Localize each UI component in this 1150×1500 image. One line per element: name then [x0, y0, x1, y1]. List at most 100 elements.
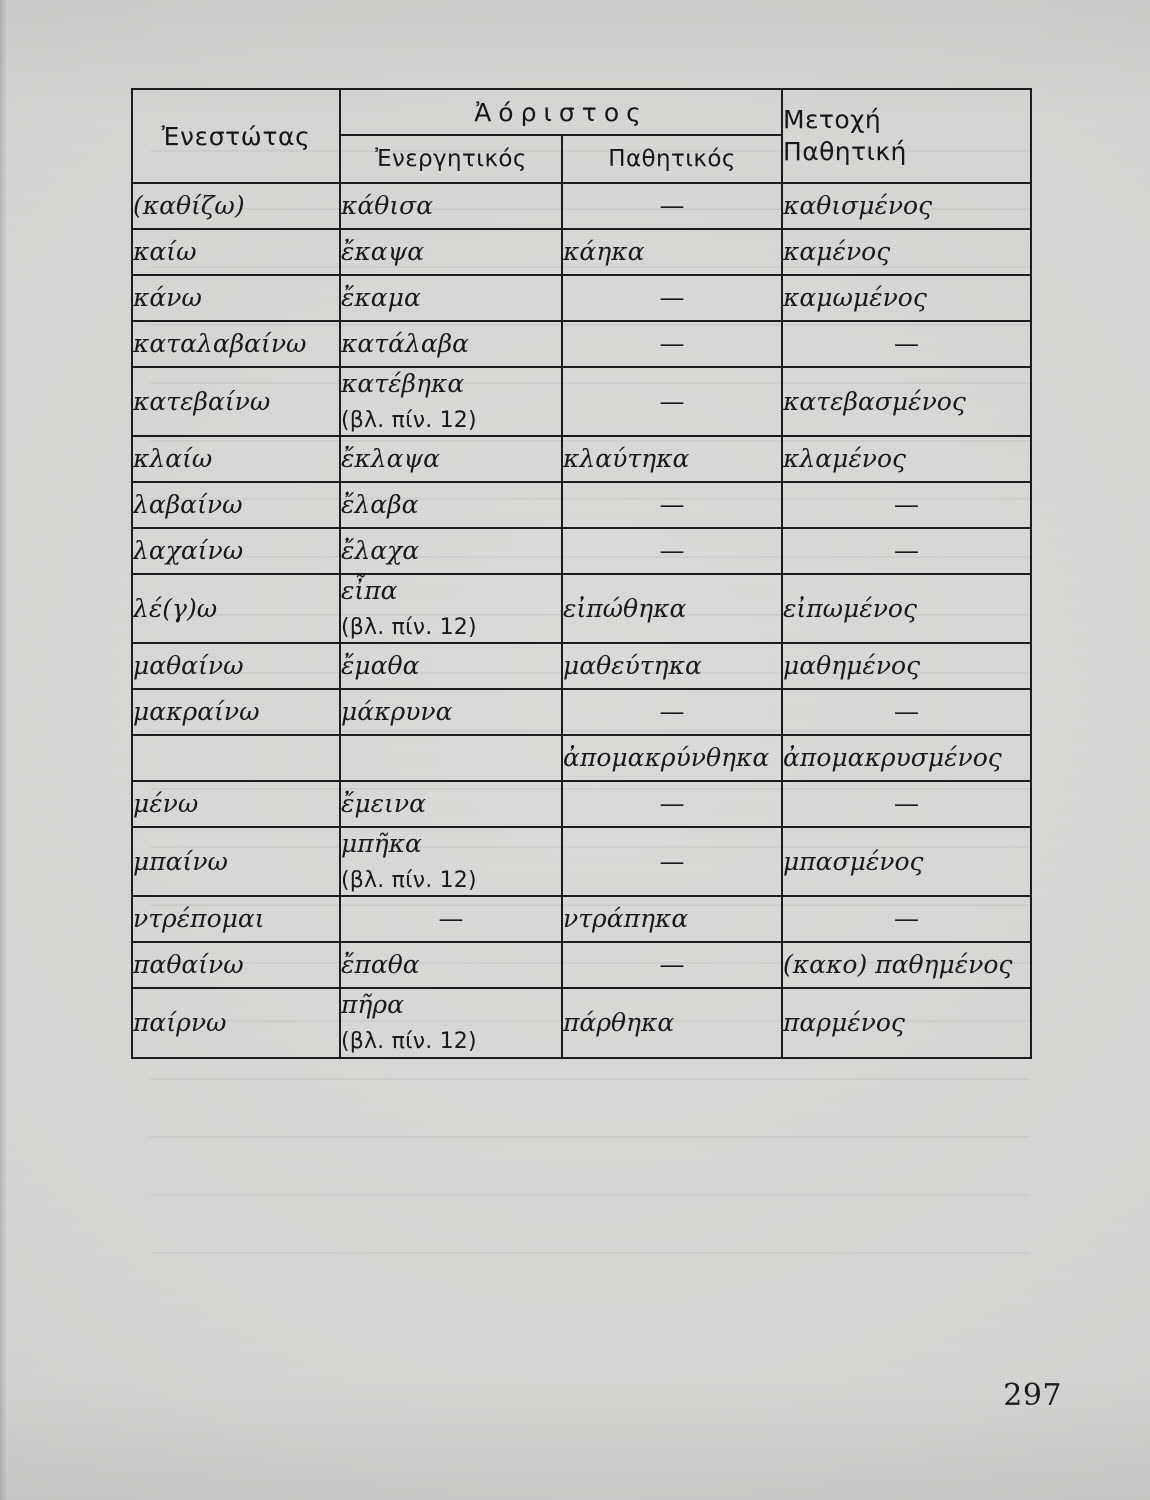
- cell-aorist-passive: —: [561, 182, 783, 230]
- cell-present: κλαίω: [131, 435, 341, 484]
- cell-aorist-passive: ντράπηκα: [561, 895, 783, 944]
- cell-aorist-passive: μαθεύτηκα: [561, 642, 783, 691]
- cell-aorist-active: [339, 734, 563, 783]
- cell-aorist-passive: —: [561, 481, 783, 530]
- cell-aorist-active: —: [339, 895, 563, 944]
- page-number: 297: [1003, 1378, 1062, 1413]
- table-row: κάνω ἔκαμα — καμωμένος: [131, 274, 1032, 322]
- cell-aorist-active: κατέβηκα (βλ. πίν. 12): [339, 365, 563, 438]
- cell-aorist-passive: —: [561, 365, 783, 438]
- header-aorist-active: Ἐνεργητικός: [339, 134, 563, 184]
- cell-present: μακραίνω: [131, 688, 341, 737]
- cell-present: κάνω: [131, 274, 341, 322]
- table-reference-note: (βλ. πίν. 12): [341, 1029, 477, 1055]
- cell-aorist-passive: εἰπώθηκα: [561, 573, 783, 645]
- cell-participle: ἀπομακρυσμένος: [781, 734, 1032, 783]
- header-participle: Μετοχή Παθητική: [781, 88, 1032, 184]
- cell-aorist-active: ἔπαθα: [339, 941, 563, 990]
- cell-aorist-passive: —: [561, 527, 783, 576]
- cell-present: λέ(γ)ω: [131, 573, 341, 645]
- cell-aorist-active: ἔμεινα: [339, 780, 563, 829]
- empty-dash: —: [659, 283, 685, 312]
- cell-participle: —: [781, 320, 1032, 368]
- cell-participle: μπασμένος: [781, 826, 1032, 898]
- header-aorist: Ἀόριστος: [339, 88, 783, 136]
- table-row: (καθίζω) κάθισα — καθισμένος: [131, 182, 1032, 230]
- empty-dash: —: [894, 904, 919, 934]
- cell-participle: —: [781, 481, 1032, 530]
- cell-participle: καμένος: [781, 228, 1032, 276]
- empty-dash: —: [659, 329, 685, 358]
- empty-dash: —: [659, 846, 685, 876]
- cell-aorist-passive: κλαύτηκα: [561, 435, 783, 484]
- cell-aorist-active: ἔκαψα: [339, 228, 563, 276]
- cell-aorist-passive: —: [561, 274, 783, 322]
- cell-aorist-active: μπῆκα (βλ. πίν. 12): [339, 826, 563, 898]
- empty-dash: —: [659, 490, 685, 520]
- empty-dash: —: [659, 386, 685, 416]
- empty-dash: —: [659, 697, 685, 727]
- cell-aorist-active: ἔμαθα: [339, 642, 563, 691]
- empty-dash: —: [659, 191, 685, 220]
- empty-dash: —: [894, 789, 919, 819]
- cell-aorist-passive: ἀπομακρύνθηκα: [561, 734, 783, 783]
- empty-dash: —: [438, 904, 464, 934]
- empty-dash: —: [659, 536, 685, 566]
- cell-present: καίω: [131, 228, 341, 276]
- table-row: κατεβαίνω κατέβηκα (βλ. πίν. 12) — κατεβασμέ…: [131, 365, 1032, 438]
- table-row: μαθαίνω ἔμαθα μαθεύτηκα μαθημένος: [131, 642, 1032, 691]
- table-row: ντρέπομαι — ντράπηκα —: [131, 895, 1032, 944]
- cell-aorist-active: ἔλαχα: [339, 527, 563, 576]
- cell-present: μένω: [131, 780, 341, 829]
- table-row: καταλαβαίνω κατάλαβα — —: [131, 320, 1032, 368]
- table-row: κλαίω ἔκλαψα κλαύτηκα κλαμένος: [131, 435, 1032, 484]
- cell-participle: καμωμένος: [781, 274, 1032, 322]
- cell-present: μαθαίνω: [131, 642, 341, 691]
- cell-present: παίρνω: [131, 987, 341, 1059]
- empty-dash: —: [659, 950, 685, 980]
- cell-participle: (κακο) παθημένος: [781, 941, 1032, 990]
- table-row: μπαίνω μπῆκα (βλ. πίν. 12) — μπασμένος: [131, 826, 1032, 898]
- empty-dash: —: [894, 536, 919, 566]
- cell-aorist-active: ἔκλαψα: [339, 435, 563, 484]
- cell-participle: —: [781, 895, 1032, 944]
- cell-present: λαβαίνω: [131, 481, 341, 530]
- cell-aorist-active: μάκρυνα: [339, 688, 563, 737]
- cell-aorist-active: ἔκαμα: [339, 274, 563, 322]
- cell-aorist-active: εἶπα (βλ. πίν. 12): [339, 573, 563, 645]
- cell-aorist-passive: —: [561, 780, 783, 829]
- cell-participle: κατεβασμένος: [781, 365, 1032, 438]
- header-aorist-passive: Παθητικός: [561, 134, 783, 184]
- header-participle-line2: Παθητική: [783, 137, 907, 166]
- header-row-top: Ἐνεστώτας Ἀόριστος Μετοχή Παθητική: [131, 88, 1032, 184]
- table-row: παθαίνω ἔπαθα — (κακο) παθημένος: [131, 941, 1032, 990]
- cell-present: παθαίνω: [131, 941, 341, 990]
- cell-present: λαχαίνω: [131, 527, 341, 576]
- cell-participle: κλαμένος: [781, 435, 1032, 484]
- table-row: μένω ἔμεινα — —: [131, 780, 1032, 829]
- table-header: Ἐνεστώτας Ἀόριστος Μετοχή Παθητική Ἐνεργη…: [131, 88, 1032, 184]
- empty-dash: —: [894, 329, 919, 358]
- empty-dash: —: [659, 789, 685, 819]
- table-reference-note: (βλ. πίν. 12): [341, 868, 477, 894]
- cell-aorist-passive: —: [561, 320, 783, 368]
- header-present-tense: Ἐνεστώτας: [131, 88, 341, 184]
- table-body: (καθίζω) κάθισα — καθισμένος καίω ἔκαψα κάηκα κ…: [131, 182, 1032, 1059]
- cell-participle: παρμένος: [781, 987, 1032, 1059]
- table-row: λαχαίνω ἔλαχα — —: [131, 527, 1032, 576]
- cell-aorist-passive: —: [561, 688, 783, 737]
- cell-aorist-passive: κάηκα: [561, 228, 783, 276]
- empty-dash: —: [894, 697, 919, 727]
- table-row: λαβαίνω ἔλαβα — —: [131, 481, 1032, 530]
- cell-present: κατεβαίνω: [131, 365, 341, 438]
- cell-participle: καθισμένος: [781, 182, 1032, 230]
- cell-present: (καθίζω): [131, 182, 341, 230]
- table-reference-note: (βλ. πίν. 12): [341, 615, 477, 641]
- cell-aorist-active: ἔλαβα: [339, 481, 563, 530]
- cell-aorist-passive: —: [561, 826, 783, 898]
- cell-participle: —: [781, 780, 1032, 829]
- cell-aorist-passive: πάρθηκα: [561, 987, 783, 1059]
- table-reference-note: (βλ. πίν. 12): [341, 408, 477, 433]
- table-row: παίρνω πῆρα (βλ. πίν. 12) πάρθηκα παρμένος: [131, 987, 1032, 1059]
